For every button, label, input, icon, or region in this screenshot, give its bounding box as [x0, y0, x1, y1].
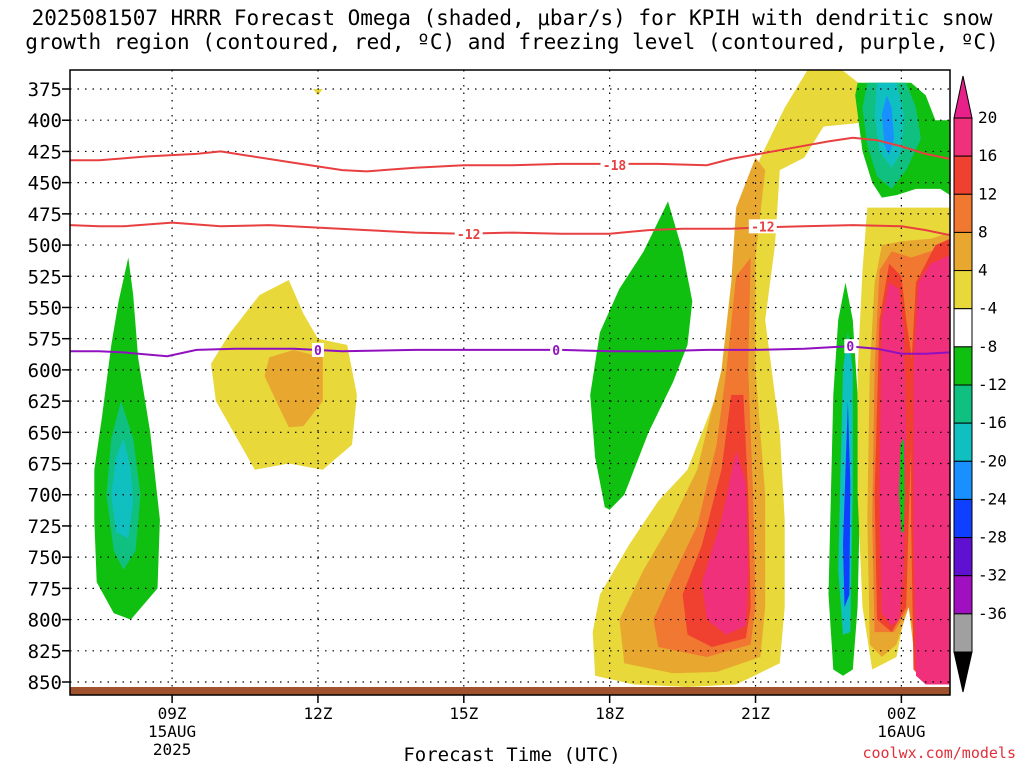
contour-label-bg-4	[550, 342, 563, 357]
y-tick-label-425: 425	[28, 141, 62, 163]
contour-label-bg-0	[600, 158, 629, 173]
y-tick-label-600: 600	[28, 360, 62, 382]
contour-label-5: 0	[846, 340, 854, 355]
y-tick-label-375: 375	[28, 79, 62, 101]
colorbar-label-12: -32	[978, 566, 1007, 585]
colorbar-label-3: 8	[978, 222, 988, 241]
colorbar-swatch-12	[953, 575, 973, 615]
y-tick-label-650: 650	[28, 422, 62, 444]
omega-region-26	[899, 438, 905, 533]
x-tick-label-15-0: 15Z	[449, 704, 478, 723]
x-tick-label-9-0: 09Z	[158, 704, 187, 723]
contour-label-2: -12	[751, 220, 774, 235]
y-tick-label-625: 625	[28, 391, 62, 413]
colorbar-swatch-13	[953, 613, 973, 653]
y-tick-label-700: 700	[28, 485, 62, 507]
contour-line-2	[70, 345, 950, 358]
omega-region-6	[590, 201, 693, 510]
colorbar-swatch-2	[953, 193, 973, 233]
y-tick-label-400: 400	[28, 110, 62, 132]
plot-background	[70, 70, 950, 695]
colorbar-label-7: -12	[978, 375, 1007, 394]
colorbar-label-4: 4	[978, 261, 988, 280]
y-tick-label-525: 525	[28, 266, 62, 288]
colorbar-swatch-10	[953, 498, 973, 539]
y-tick-label-500: 500	[28, 235, 62, 257]
omega-region-21	[913, 255, 950, 685]
colorbar-label-6: -8	[978, 337, 997, 356]
x-axis-title: Forecast Time (UTC)	[403, 744, 621, 766]
colorbar-label-0: 20	[978, 108, 997, 127]
colorbar-swatch-3	[953, 231, 973, 272]
x-tick-label-24-0: 00Z	[887, 704, 916, 723]
contour-label-4: 0	[552, 344, 560, 359]
colorbar-swatch-9	[953, 460, 973, 500]
y-tick-label-675: 675	[28, 454, 62, 476]
omega-region-5	[313, 89, 323, 96]
x-tick-label-21-0: 21Z	[741, 704, 770, 723]
contour-label-1: -12	[457, 228, 480, 243]
contour-label-bg-3	[311, 342, 324, 357]
contour-label-0: -18	[603, 159, 627, 174]
y-tick-label-850: 850	[28, 672, 62, 694]
omega-region-2	[111, 438, 134, 539]
chart-title-line1: 2025081507 HRRR Forecast Omega (shaded, …	[31, 6, 993, 30]
colorbar-swatch-1	[953, 155, 973, 195]
x-tick-label-12-0: 12Z	[304, 704, 333, 723]
y-tick-label-550: 550	[28, 297, 62, 319]
colorbar-label-13: -36	[978, 604, 1007, 623]
y-axis: 375 400 425 450 475 500 525 550 575 600 625 650 675 7…	[28, 79, 70, 694]
omega-region-25	[881, 95, 895, 156]
y-tick-label-475: 475	[28, 204, 62, 226]
y-tick-label-800: 800	[28, 610, 62, 632]
y-tick-label-825: 825	[28, 641, 62, 663]
colorbar-swatch-8	[953, 422, 973, 462]
colorbar-label-10: -24	[978, 489, 1007, 508]
y-tick-label-450: 450	[28, 173, 62, 195]
x-tick-label-18-0: 18Z	[595, 704, 624, 723]
colorbar-label-1: 16	[978, 146, 997, 165]
colorbar-top-arrow	[953, 75, 973, 119]
colorbar-label-9: -20	[978, 451, 1007, 470]
omega-region-11	[702, 451, 749, 635]
y-tick-label-725: 725	[28, 516, 62, 538]
contour-lines: -18 -12 -12 0 0 0	[70, 136, 950, 359]
colorbar-label-11: -28	[978, 528, 1007, 547]
colorbar-label-8: -16	[978, 413, 1007, 432]
omega-region-19	[879, 282, 907, 626]
chart-title-line2: growth region (contoured, red, ºC) and f…	[25, 30, 999, 54]
y-tick-label-750: 750	[28, 547, 62, 569]
x-tick-label-24-1: 16AUG	[877, 722, 925, 741]
colorbar-legend: 20 16 12 8 4 -4 -8 -12 -16 -20 -24 -28 -32 -36	[953, 75, 1007, 693]
contour-line-1	[70, 221, 950, 237]
omega-region-4	[264, 349, 323, 428]
colorbar-label-5: -4	[978, 299, 997, 318]
colorbar-swatch-6	[953, 346, 973, 386]
colorbar-swatch-0	[953, 117, 973, 157]
y-tick-label-775: 775	[28, 578, 62, 600]
colorbar-swatch-7	[953, 384, 973, 424]
contour-label-bg-2	[748, 219, 777, 234]
contour-label-bg-5	[844, 339, 857, 354]
omega-shading	[94, 70, 950, 687]
contour-line-0	[70, 136, 950, 173]
ground-strip	[70, 687, 950, 695]
colorbar-swatch-11	[953, 537, 973, 577]
omega-region-14	[843, 401, 851, 608]
x-tick-label-9-1: 15AUG	[148, 722, 196, 741]
contour-label-bg-1	[454, 226, 483, 241]
colorbar-swatch-5	[953, 308, 973, 348]
colorbar-label-2: 12	[978, 184, 997, 203]
chart-title: 2025081507 HRRR Forecast Omega (shaded, …	[0, 6, 1024, 54]
credit-text: coolwx.com/models	[862, 744, 1016, 762]
colorbar-swatch-4	[953, 270, 973, 310]
contour-label-3: 0	[314, 344, 322, 359]
x-tick-label-9-2: 2025	[153, 740, 192, 759]
colorbar-bottom-arrow	[953, 651, 973, 693]
plot-frame	[69, 69, 951, 696]
y-tick-label-575: 575	[28, 329, 62, 351]
